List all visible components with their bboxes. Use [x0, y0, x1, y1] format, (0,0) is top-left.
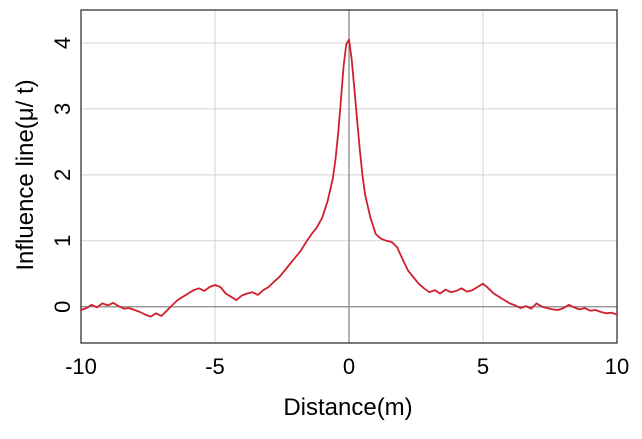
plot-frame — [80, 9, 618, 344]
y-tick-labels: 0 1 2 3 4 — [50, 37, 75, 313]
y-axis-title: Influence line(μ/ t) — [12, 79, 39, 270]
y-tick-label: 1 — [50, 235, 75, 247]
zero-axis-lines — [81, 10, 617, 343]
x-axis-title: Distance(m) — [283, 394, 412, 421]
x-tick-labels: -10 -5 0 5 10 — [65, 354, 629, 379]
x-tick-label: 10 — [605, 354, 629, 379]
y-tick-label: 2 — [50, 169, 75, 181]
y-tick-label: 3 — [50, 103, 75, 115]
y-tick-label: 0 — [50, 301, 75, 313]
x-tick-label: 5 — [477, 354, 489, 379]
series-line — [80, 38, 618, 318]
x-tick-label: -10 — [65, 354, 97, 379]
x-tick-label: -5 — [205, 354, 225, 379]
series-layer — [80, 38, 618, 318]
x-tick-label: 0 — [343, 354, 355, 379]
y-tick-label: 4 — [50, 37, 75, 49]
